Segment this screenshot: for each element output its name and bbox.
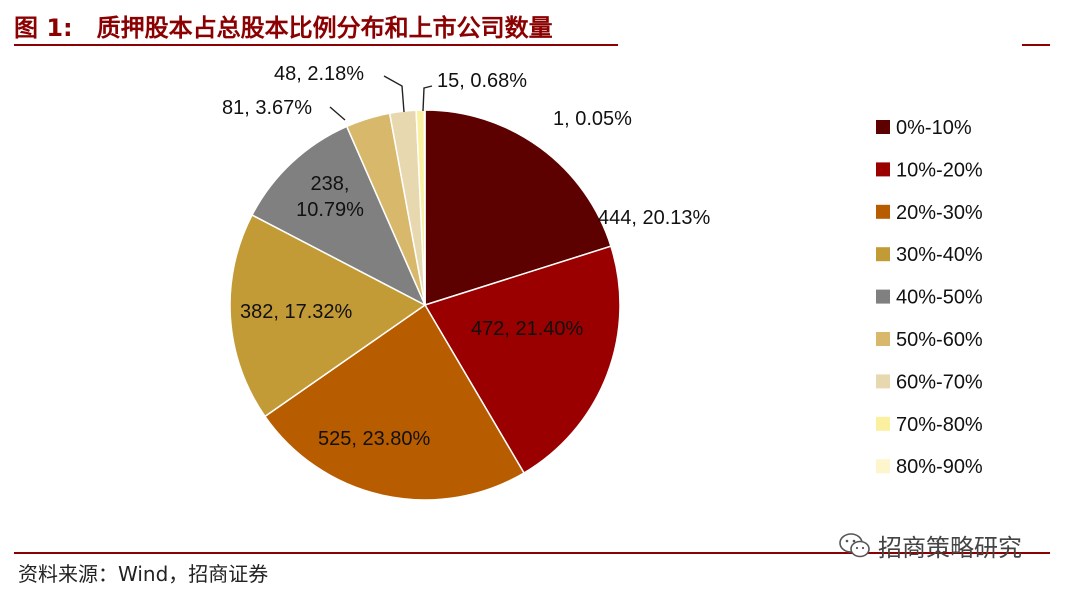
- legend-swatch-80%-90%: [876, 459, 890, 474]
- legend-label-0%-10%: 0%-10%: [896, 117, 972, 139]
- legend-swatch-20%-30%: [876, 204, 890, 219]
- pie-slice-30%-40%: [229, 213, 427, 418]
- legend-label-60%-70%: 60%-70%: [896, 371, 983, 393]
- footer-rule: [14, 552, 1050, 554]
- data-label-70%-80%: 15, 0.68%: [437, 70, 527, 92]
- figure-title: 质押股本占总股本比例分布和上市公司数量: [96, 13, 553, 42]
- data-labels: 444, 20.13% 472, 21.40% 525, 23.80% 382, 17…: [222, 63, 711, 450]
- figure-title-bar: 图 1: 质押股本占总股本比例分布和上市公司数量: [14, 8, 553, 42]
- legend-swatch-30%-40%: [876, 247, 890, 262]
- legend-label-50%-60%: 50%-60%: [896, 329, 983, 351]
- leader-line-60%-70%: [383, 75, 405, 113]
- leader-line-50%-60%: [329, 106, 346, 121]
- pie-slice-40%-50%: [251, 125, 427, 307]
- pie-slice-0%-10%: [424, 109, 612, 307]
- data-label-30%-40%: 382, 17.32%: [240, 301, 353, 323]
- data-label-60%-70%: 48, 2.18%: [274, 63, 364, 85]
- data-label-80%-90%: 1, 0.05%: [553, 108, 632, 130]
- data-label-10%-20%: 472, 21.40%: [471, 318, 584, 340]
- data-label-20%-30%: 525, 23.80%: [318, 428, 431, 450]
- pie-slices: [229, 109, 621, 501]
- data-label-40%-50%: 238, 10.79%: [296, 173, 364, 221]
- leader-line-70%-80%: [422, 85, 433, 112]
- pie-slice-80%-90%: [423, 109, 426, 306]
- legend: 0%-10% 10%-20% 20%-30% 30%-40% 40%-50% 50%-60…: [876, 117, 983, 478]
- pie-slice-10%-20%: [423, 245, 621, 475]
- legend-label-80%-90%: 80%-90%: [896, 456, 983, 478]
- legend-swatch-40%-50%: [876, 289, 890, 304]
- legend-label-70%-80%: 70%-80%: [896, 414, 983, 436]
- legend-swatch-70%-80%: [876, 416, 890, 431]
- title-rule-right: [1022, 44, 1050, 46]
- legend-swatch-10%-20%: [876, 162, 890, 177]
- legend-label-30%-40%: 30%-40%: [896, 244, 983, 266]
- figure-number: 图 1:: [14, 13, 73, 42]
- watermark: 招商策略研究: [838, 528, 1022, 563]
- legend-swatch-60%-70%: [876, 374, 890, 389]
- data-label-0%-10%: 444, 20.13%: [598, 207, 711, 229]
- source-note: 资料来源：Wind，招商证券: [18, 562, 269, 586]
- legend-swatch-50%-60%: [876, 332, 890, 346]
- legend-label-10%-20%: 10%-20%: [896, 159, 983, 181]
- watermark-text: 招商策略研究: [878, 534, 1022, 562]
- legend-label-20%-30%: 20%-30%: [896, 202, 983, 224]
- leader-lines: [329, 75, 433, 121]
- data-label-50%-60%: 81, 3.67%: [222, 97, 312, 119]
- legend-label-40%-50%: 40%-50%: [896, 287, 983, 309]
- wechat-icon: [839, 532, 870, 557]
- title-rule-left: [14, 44, 618, 46]
- legend-swatch-0%-10%: [876, 120, 890, 134]
- pie-slice-20%-30%: [263, 303, 526, 501]
